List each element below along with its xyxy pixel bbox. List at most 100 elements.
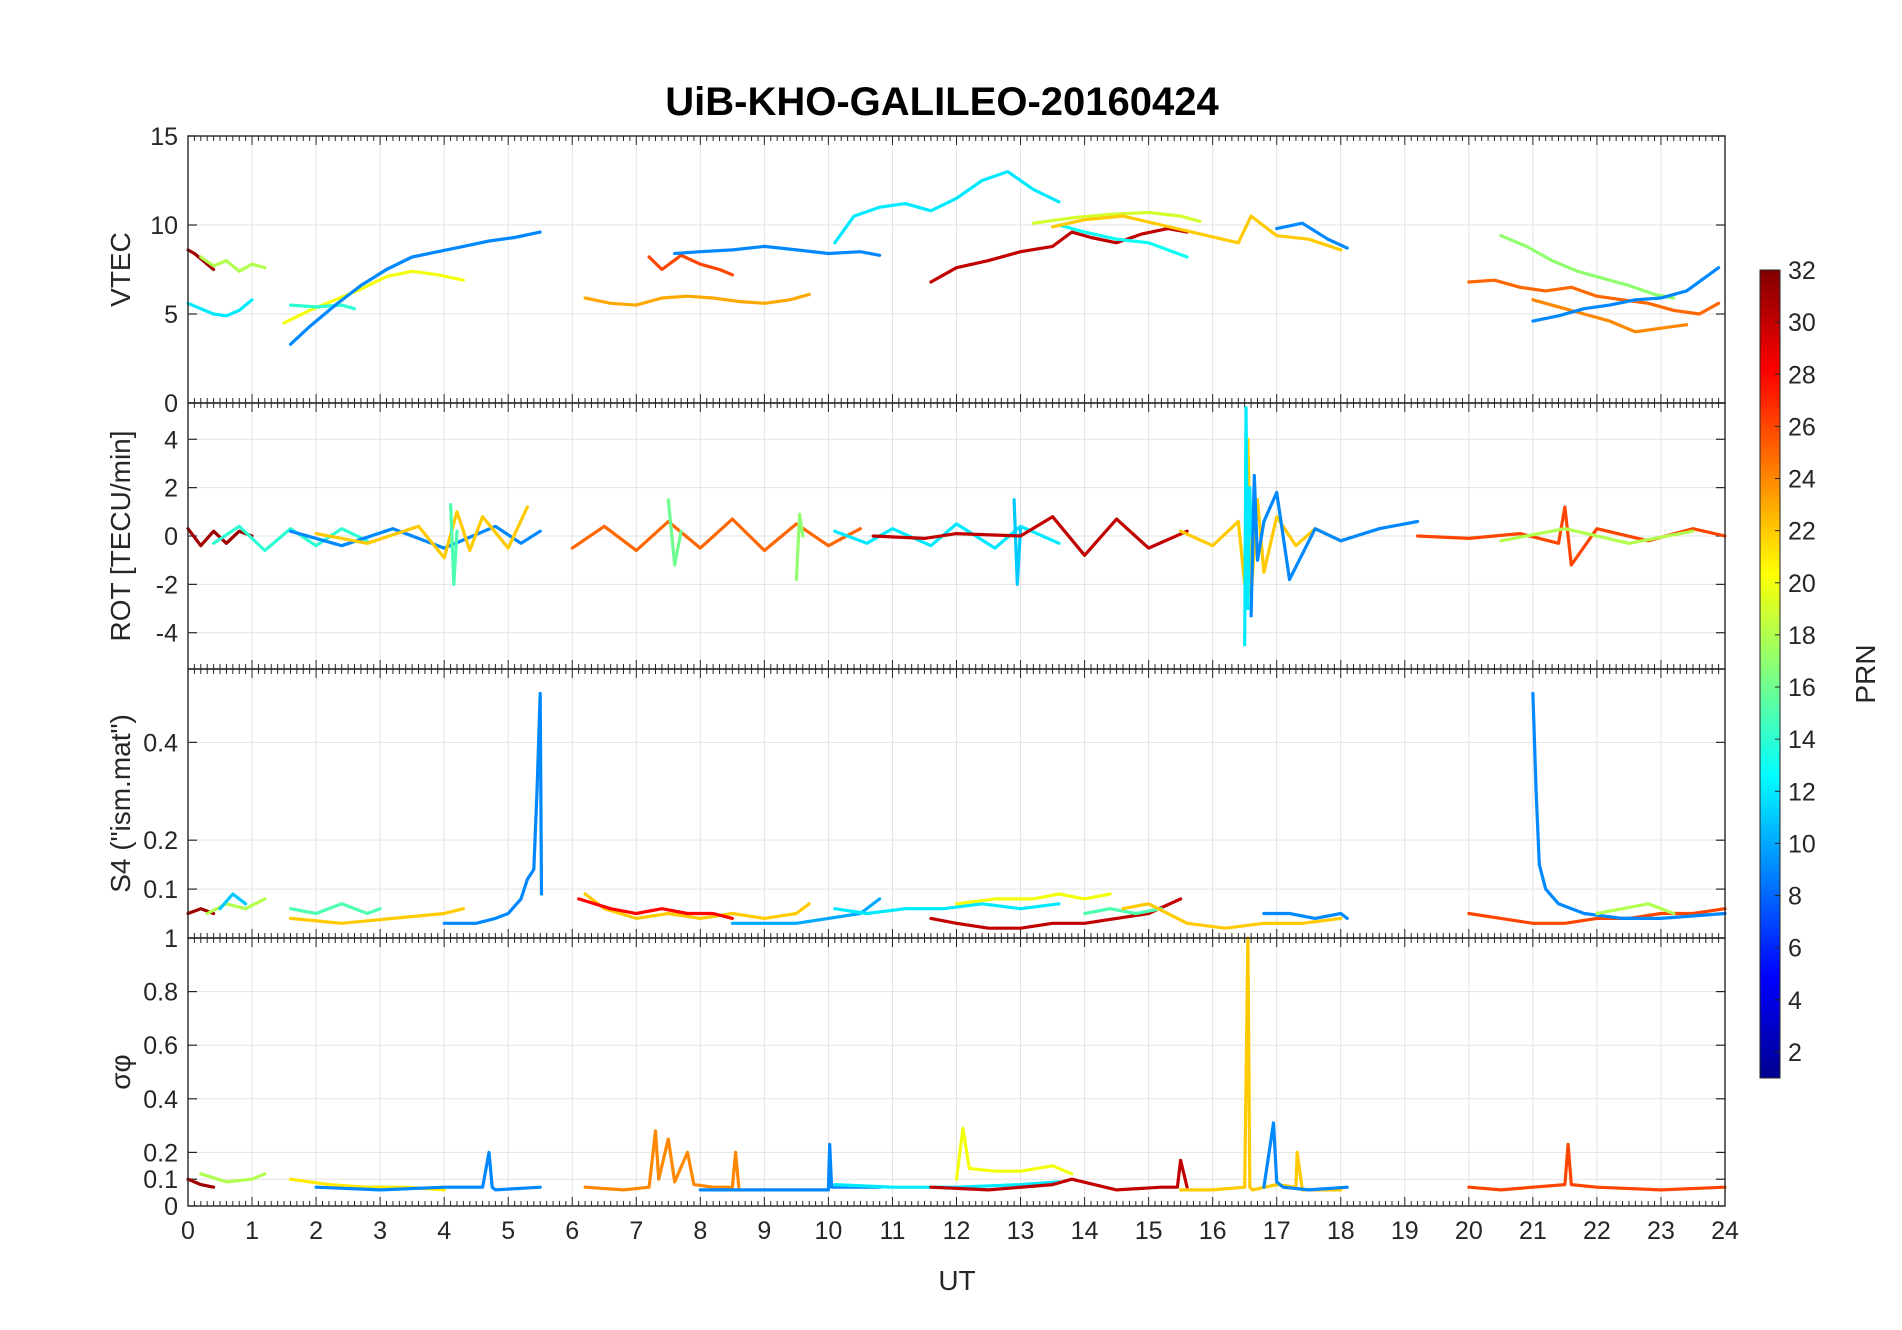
x-tick-label: 19 bbox=[1391, 1217, 1419, 1245]
series-line-prn-12 bbox=[1243, 406, 1253, 647]
series-line-prn-22 bbox=[1178, 936, 1343, 1192]
series-line-prn-22 bbox=[1121, 902, 1343, 930]
series-line-prn-30 bbox=[929, 897, 1183, 930]
colorbar-label: PRN bbox=[1850, 644, 1881, 703]
series-line-prn-14 bbox=[212, 524, 369, 553]
panel-s4: 0.1 0.2 0.4S4 ("ism.mat") bbox=[105, 668, 1727, 939]
series-line-prn-31 bbox=[186, 248, 216, 272]
series-line-prn-9 bbox=[442, 691, 544, 925]
x-tick-label: 12 bbox=[943, 1217, 971, 1245]
colorbar-tick-label: 14 bbox=[1788, 726, 1816, 754]
y-tick-label: 0 bbox=[164, 523, 178, 551]
y-tick-label: 1 bbox=[164, 925, 178, 953]
series-line-prn-18 bbox=[1595, 902, 1676, 916]
x-axis: 0 1 2 3 4 5 6 7 8 9 10 11 12 13 14 15 16 17 18 19 20 21 22 23 24 bbox=[181, 1217, 1739, 1245]
x-tick-label: 13 bbox=[1007, 1217, 1035, 1245]
series-line-prn-28 bbox=[577, 897, 735, 921]
series-line-prn-12 bbox=[833, 902, 1061, 916]
y-axis-label: σφ bbox=[105, 1054, 136, 1089]
series-line-prn-14 bbox=[288, 303, 357, 311]
series-line-prn-18 bbox=[205, 897, 267, 916]
series-line-prn-23 bbox=[583, 292, 811, 307]
series-line-prn-25 bbox=[1467, 278, 1721, 316]
series-line-prn-9 bbox=[314, 1150, 542, 1192]
colorbar-tick-label: 24 bbox=[1788, 466, 1816, 494]
series-line-prn-26 bbox=[647, 253, 735, 277]
series-line-prn-9 bbox=[1249, 473, 1420, 618]
series-line-prn-22 bbox=[1050, 214, 1343, 252]
series-line-prn-16 bbox=[666, 498, 683, 567]
series-line-prn-18 bbox=[199, 255, 267, 273]
series-line-prn-20 bbox=[954, 1126, 1074, 1181]
x-tick-label: 20 bbox=[1455, 1217, 1483, 1245]
colorbar-tick-label: 10 bbox=[1788, 830, 1816, 858]
series-line-prn-9 bbox=[673, 244, 882, 257]
x-tick-label: 7 bbox=[629, 1217, 643, 1245]
series-line-prn-25 bbox=[570, 517, 863, 553]
colorbar-tick-label: 12 bbox=[1788, 778, 1816, 806]
series-line-prn-9 bbox=[698, 1142, 882, 1192]
x-tick-label: 1 bbox=[245, 1217, 259, 1245]
y-tick-label: 2 bbox=[164, 475, 178, 503]
y-tick-label: 4 bbox=[164, 426, 178, 454]
series-line-prn-30 bbox=[929, 227, 1189, 284]
series-line-prn-17 bbox=[1499, 234, 1676, 300]
colorbar-tick-label: 8 bbox=[1788, 883, 1802, 911]
y-tick-label: 0.4 bbox=[143, 1086, 178, 1114]
series-line-prn-17 bbox=[794, 512, 805, 582]
series-line-prn-10 bbox=[730, 897, 882, 925]
series-line-prn-20 bbox=[282, 269, 465, 325]
panel-sigma_phi: 00.10.2 0.4 0.6 0.8 1 σφ bbox=[105, 925, 1727, 1221]
series-line-prn-31 bbox=[186, 1177, 216, 1189]
y-tick-label: 0.2 bbox=[143, 1139, 178, 1167]
y-axis-label: S4 ("ism.mat") bbox=[105, 714, 136, 893]
series-line-prn-13 bbox=[1057, 223, 1189, 259]
series-line-prn-24 bbox=[1531, 298, 1689, 334]
x-tick-label: 8 bbox=[693, 1217, 707, 1245]
series-line-prn-30 bbox=[871, 515, 1189, 557]
chart-title: UiB-KHO-GALILEO-20160424 bbox=[665, 80, 1219, 124]
x-tick-label: 14 bbox=[1071, 1217, 1099, 1245]
series-line-prn-22 bbox=[583, 892, 811, 921]
y-tick-label: 0 bbox=[164, 390, 178, 418]
y-tick-label: 15 bbox=[150, 123, 178, 151]
x-tick-label: 11 bbox=[879, 1217, 905, 1245]
y-tick-label: 0.8 bbox=[143, 979, 178, 1007]
y-tick-label: 0 bbox=[164, 1193, 178, 1221]
colorbar-tick-label: 6 bbox=[1788, 935, 1802, 963]
series-line-prn-9 bbox=[288, 524, 542, 550]
x-tick-label: 4 bbox=[437, 1217, 451, 1245]
colorbar-tick-label: 26 bbox=[1788, 413, 1816, 441]
x-tick-label: 3 bbox=[373, 1217, 387, 1245]
x-tick-label: 15 bbox=[1135, 1217, 1163, 1245]
series-line-prn-9 bbox=[1275, 221, 1349, 250]
series-line-prn-9 bbox=[1262, 911, 1349, 921]
y-axis-label: VTEC bbox=[105, 232, 136, 307]
x-tick-label: 21 bbox=[1519, 1217, 1547, 1245]
series-line-prn-30 bbox=[929, 1158, 1189, 1192]
series-line-prn-22 bbox=[288, 907, 465, 925]
panel-frame bbox=[187, 937, 1726, 1207]
series-line-prn-22 bbox=[1178, 437, 1343, 599]
panel-vtec: 0 5 10 15 VTEC bbox=[105, 123, 1726, 418]
series-line-prn-18 bbox=[1499, 527, 1695, 545]
x-axis-label: UT bbox=[938, 1265, 975, 1296]
colorbar-tick-label: 32 bbox=[1788, 257, 1816, 285]
series-line-prn-9 bbox=[1531, 266, 1721, 323]
series-line-prn-18 bbox=[199, 1172, 267, 1184]
colorbar-tick-label: 28 bbox=[1788, 361, 1816, 389]
series-line-prn-9 bbox=[1531, 691, 1727, 921]
series-line-prn-26 bbox=[1467, 907, 1727, 925]
y-tick-label: 0.4 bbox=[143, 729, 178, 757]
x-tick-label: 22 bbox=[1583, 1217, 1611, 1245]
series-line-prn-15 bbox=[1082, 907, 1164, 916]
y-tick-label: -4 bbox=[156, 620, 178, 648]
x-tick-label: 6 bbox=[565, 1217, 579, 1245]
colorbar-tick-label: 20 bbox=[1788, 570, 1816, 598]
y-tick-label: 0.1 bbox=[143, 876, 178, 904]
series-line-prn-20 bbox=[954, 892, 1112, 906]
series-line-prn-11 bbox=[1012, 498, 1023, 587]
